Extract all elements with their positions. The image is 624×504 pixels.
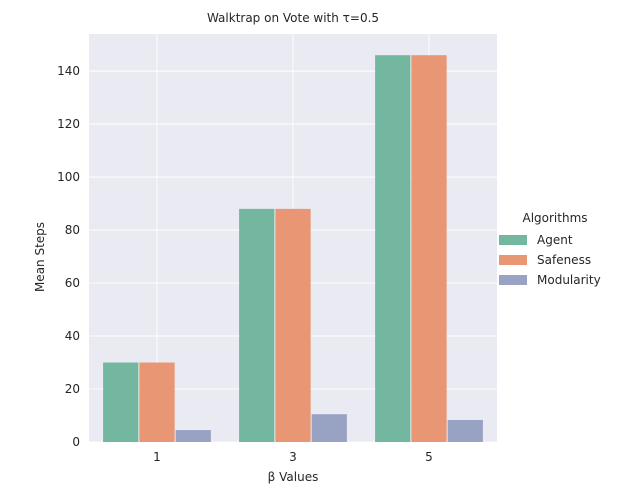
y-tick-label: 80 [65, 223, 80, 237]
legend-label-modularity: Modularity [537, 273, 601, 287]
bar-modularity [447, 420, 483, 442]
y-tick-label: 120 [57, 117, 80, 131]
x-tick-label: 3 [289, 450, 297, 464]
bar-agent [239, 208, 275, 442]
bar-agent [375, 55, 411, 443]
bar-modularity [175, 430, 211, 442]
bar-safeness [275, 208, 311, 442]
y-tick-label: 140 [57, 64, 80, 78]
y-tick-label: 0 [72, 435, 80, 449]
bar-agent [103, 362, 139, 442]
legend-swatch-safeness [499, 255, 527, 265]
bar-modularity [311, 414, 347, 442]
x-tick-label: 5 [425, 450, 433, 464]
x-tick-label: 1 [153, 450, 161, 464]
x-axis-label: β Values [268, 470, 319, 484]
y-tick-label: 100 [57, 170, 80, 184]
chart-title: Walktrap on Vote with τ=0.5 [207, 11, 379, 25]
y-axis-label: Mean Steps [33, 222, 47, 292]
y-tick-label: 40 [65, 329, 80, 343]
y-tick-label: 60 [65, 276, 80, 290]
y-tick-label: 20 [65, 382, 80, 396]
legend-title: Algorithms [522, 211, 587, 225]
legend-swatch-agent [499, 235, 527, 245]
legend-swatch-modularity [499, 275, 527, 285]
legend-label-agent: Agent [537, 233, 573, 247]
legend-label-safeness: Safeness [537, 253, 591, 267]
bar-safeness [411, 55, 447, 443]
legend: Algorithms Agent Safeness Modularity [499, 211, 601, 287]
bar-safeness [139, 362, 175, 442]
